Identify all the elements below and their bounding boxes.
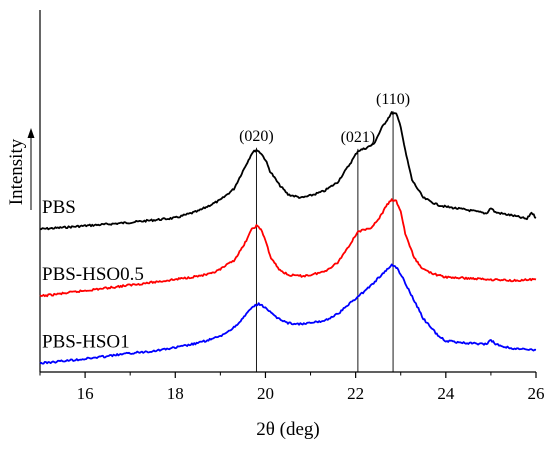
x-tick-label-22: 22 bbox=[347, 384, 364, 403]
x-tick-label-18: 18 bbox=[167, 384, 184, 403]
series-label-pbs-hso0-5: PBS-HSO0.5 bbox=[42, 264, 144, 285]
x-tick-label-24: 24 bbox=[437, 384, 455, 403]
series-label-pbs-hso1: PBS-HSO1 bbox=[42, 331, 130, 352]
plot-frame bbox=[39, 10, 536, 373]
y-axis-arrow-icon bbox=[27, 128, 35, 138]
series-label-pbs: PBS bbox=[42, 197, 76, 218]
series-pbs-line bbox=[39, 111, 537, 231]
peak-label-110: (110) bbox=[376, 91, 410, 108]
y-axis-label-group: Intensity bbox=[6, 128, 35, 210]
series-pbs-hso0-5-line bbox=[39, 198, 537, 298]
peak-label-020: (020) bbox=[239, 128, 274, 145]
x-tick-label-20: 20 bbox=[257, 384, 274, 403]
peak-label-021: (021) bbox=[341, 129, 376, 146]
y-axis-label: Intensity bbox=[6, 138, 27, 205]
x-tick-label-16: 16 bbox=[77, 384, 94, 403]
x-tick-label-26: 26 bbox=[528, 384, 545, 403]
series-pbs-hso1-line bbox=[39, 263, 537, 365]
x-axis-label: 2θ (deg) bbox=[256, 419, 319, 440]
